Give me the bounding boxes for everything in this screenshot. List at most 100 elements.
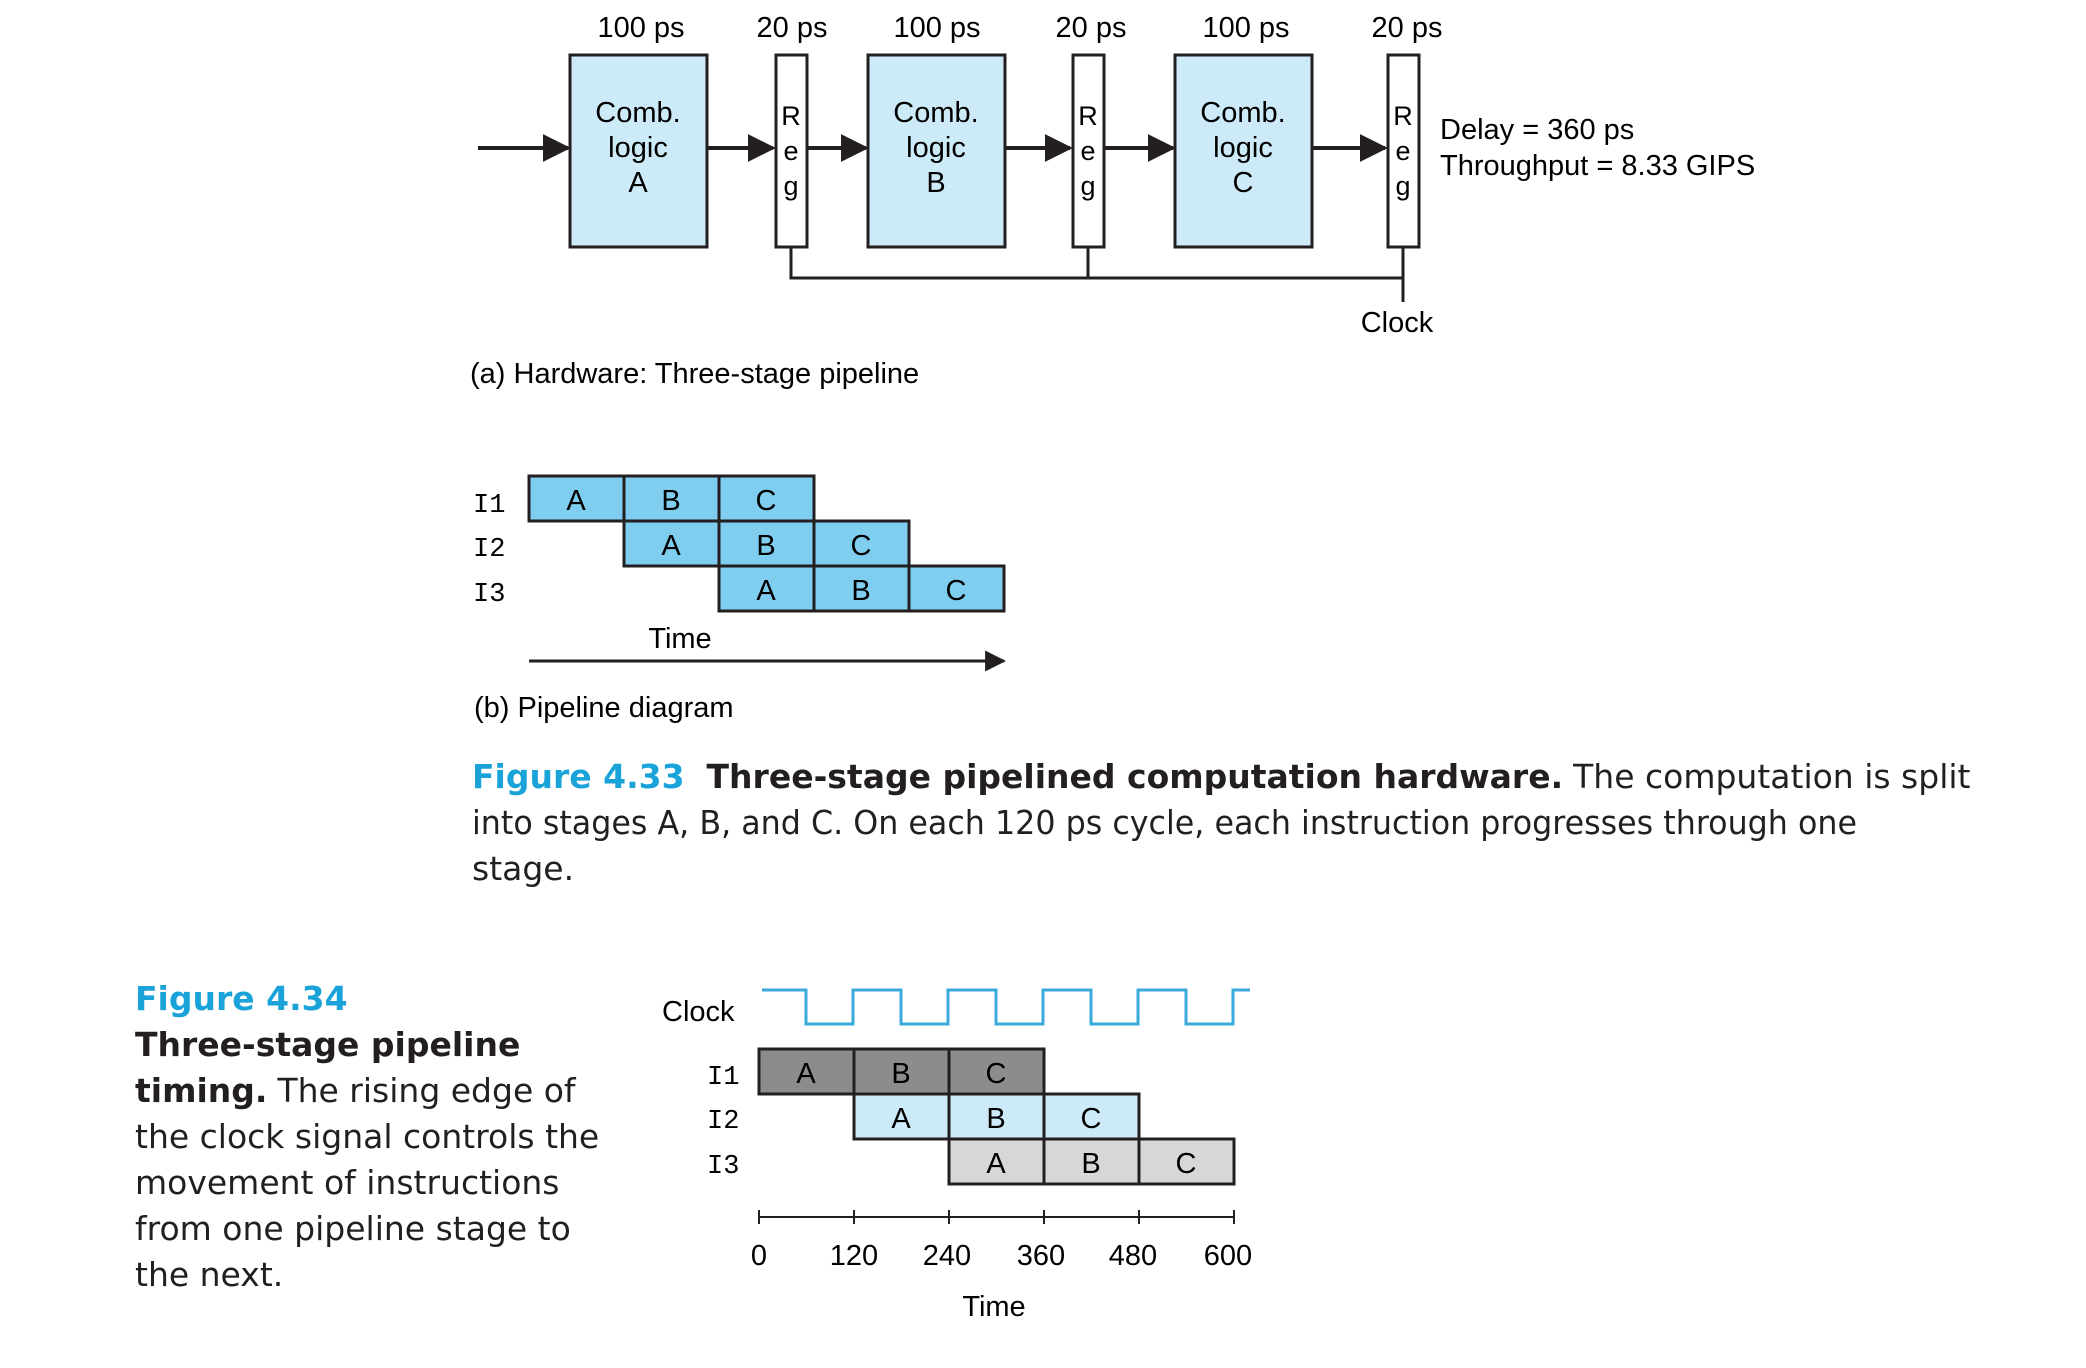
- instruction-label: I1: [707, 1063, 739, 1093]
- caption-line: timing. The rising edge of: [135, 1071, 577, 1110]
- timing-label: 20 ps: [1372, 12, 1443, 44]
- stage-cell: [852, 1047, 951, 1096]
- stage-text: C: [1176, 1148, 1197, 1180]
- reg-letter: e: [1080, 136, 1095, 166]
- instruction-label: I1: [473, 491, 505, 521]
- stage-cell: [757, 1047, 856, 1096]
- reg-letter: R: [781, 101, 801, 131]
- stage-cell: [812, 564, 911, 613]
- stage-text: A: [756, 575, 776, 607]
- clock-label: Clock: [1361, 307, 1434, 339]
- stage-text: A: [986, 1148, 1006, 1180]
- caption-line: Figure 4.33 Three-stage pipelined computa…: [472, 757, 1971, 796]
- stage-cell: [947, 1137, 1046, 1186]
- stage-text: C: [946, 575, 967, 607]
- stage-text: C: [756, 485, 777, 517]
- caption-line: movement of instructions: [135, 1163, 560, 1202]
- figure-4-33-caption: Figure 4.33 Three-stage pipelined computa…: [472, 757, 1971, 888]
- stage-text: B: [756, 530, 775, 562]
- register: [1386, 53, 1421, 249]
- stage-text: C: [1081, 1103, 1102, 1135]
- time-label: Time: [962, 1291, 1025, 1323]
- figure-4-34-caption: Figure 4.34 Three-stage pipeline timing.…: [135, 979, 599, 1294]
- comb-block-text: A: [628, 167, 648, 199]
- instruction-label: I2: [473, 535, 505, 565]
- caption-line: the next.: [135, 1255, 283, 1294]
- delay-text: Delay = 360 ps: [1440, 114, 1634, 146]
- caption-line: into stages A, B, and C. On each 120 ps …: [472, 803, 1857, 842]
- instruction-label: I3: [707, 1152, 739, 1182]
- stage-text: A: [796, 1058, 816, 1090]
- comb-block-text: Comb.: [595, 97, 680, 129]
- tick-label: 0: [751, 1240, 767, 1272]
- clock-bus: [789, 247, 1405, 280]
- instruction-label: I2: [707, 1107, 739, 1137]
- timing-label: 100 ps: [597, 12, 684, 44]
- comb-block-text: B: [926, 167, 945, 199]
- comb-logic-block: [866, 53, 1007, 249]
- stage-text: B: [661, 485, 680, 517]
- comb-logic-block: [568, 53, 709, 249]
- stage-text: C: [851, 530, 872, 562]
- comb-block-text: logic: [906, 132, 966, 164]
- timing-label: 20 ps: [1056, 12, 1127, 44]
- timing-diagram: Clock I1 I2 I3 A B C A B C A B C 0: [662, 988, 1252, 1323]
- caption-line: from one pipeline stage to: [135, 1209, 571, 1248]
- clock-waveform: [762, 988, 1250, 1026]
- comb-block-text: Comb.: [893, 97, 978, 129]
- tick-label: 360: [1017, 1240, 1065, 1272]
- figure-title: Three-stage pipeline: [135, 1025, 520, 1064]
- stage-text: A: [661, 530, 681, 562]
- timing-label: 100 ps: [1202, 12, 1289, 44]
- stage-text: C: [986, 1058, 1007, 1090]
- reg-letter: g: [783, 171, 798, 201]
- tick-label: 240: [923, 1240, 971, 1272]
- figure-title: Three-stage pipelined computation hardwa…: [707, 757, 1564, 796]
- time-label: Time: [648, 623, 711, 655]
- reg-letter: g: [1080, 171, 1095, 201]
- instruction-label: I3: [473, 580, 505, 610]
- reg-letter: R: [1078, 101, 1098, 131]
- stage-text: B: [891, 1058, 910, 1090]
- comb-logic-block: [1173, 53, 1314, 249]
- caption-line: stage.: [472, 849, 574, 888]
- reg-letter: e: [783, 136, 798, 166]
- figure-body: The computation is split: [1572, 757, 1970, 796]
- throughput-text: Throughput = 8.33 GIPS: [1440, 150, 1755, 182]
- figure-body: The rising edge of: [276, 1071, 576, 1110]
- timing-label: 100 ps: [893, 12, 980, 44]
- tick-label: 120: [830, 1240, 878, 1272]
- stage-cell: [527, 474, 626, 523]
- caption-b: (b) Pipeline diagram: [474, 692, 734, 724]
- figure-title: timing.: [135, 1071, 267, 1110]
- stage-cell: [907, 564, 1006, 613]
- comb-block-text: logic: [1213, 132, 1273, 164]
- stage-cell: [622, 474, 721, 523]
- figure-number: Figure 4.33: [472, 757, 685, 796]
- hardware-diagram: 100 ps 20 ps 100 ps 20 ps 100 ps 20 ps C…: [470, 12, 1755, 390]
- pipeline-diagram: I1 I2 I3 A B C A B C A B C Time (b) Pipe…: [473, 474, 1007, 724]
- timing-label: 20 ps: [757, 12, 828, 44]
- comb-block-text: C: [1233, 167, 1254, 199]
- stage-cell: [717, 564, 816, 613]
- stage-text: A: [566, 485, 586, 517]
- stage-text: A: [891, 1103, 911, 1135]
- stage-text: B: [1081, 1148, 1100, 1180]
- caption-a: (a) Hardware: Three-stage pipeline: [470, 358, 919, 390]
- tick-label: 480: [1109, 1240, 1157, 1272]
- figure-number: Figure 4.34: [135, 979, 348, 1018]
- caption-line: the clock signal controls the: [135, 1117, 599, 1156]
- stage-cell: [947, 1047, 1046, 1096]
- reg-letter: R: [1393, 101, 1413, 131]
- stage-cell: [1042, 1092, 1141, 1141]
- comb-block-text: Comb.: [1200, 97, 1285, 129]
- register: [774, 53, 809, 249]
- tick-label: 600: [1204, 1240, 1252, 1272]
- stage-text: B: [851, 575, 870, 607]
- reg-letter: e: [1395, 136, 1410, 166]
- stage-cell: [1042, 1137, 1141, 1186]
- stage-text: B: [986, 1103, 1005, 1135]
- stage-cell: [1137, 1137, 1236, 1186]
- clock-label: Clock: [662, 996, 735, 1028]
